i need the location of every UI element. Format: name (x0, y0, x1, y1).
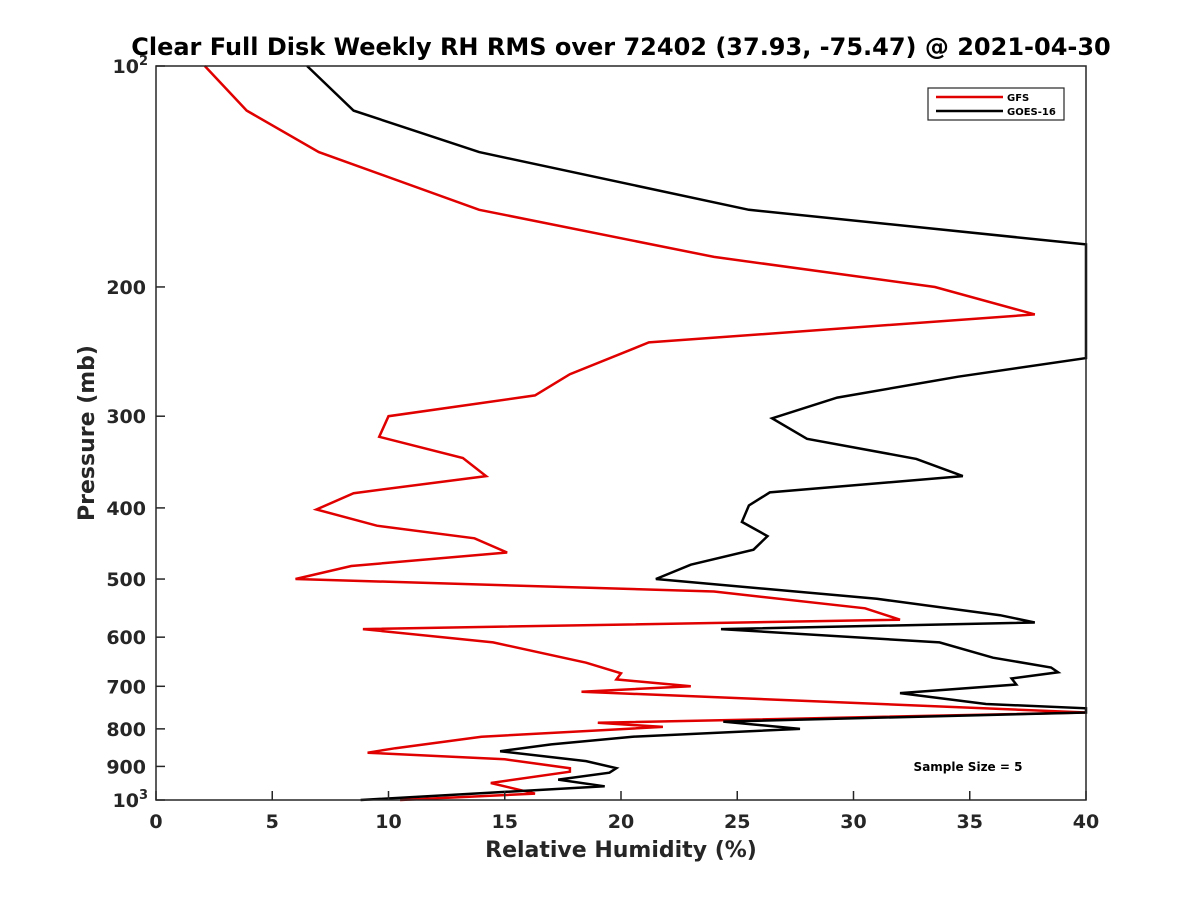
legend-label-goes16: GOES-16 (1007, 107, 1056, 118)
legend: GFS GOES-16 (927, 87, 1065, 121)
y-axis-label: Pressure (mb) (75, 345, 100, 521)
x-tick-label: 10 (375, 811, 401, 833)
y-tick-label: 500 (106, 569, 146, 591)
y-tick-label: 900 (106, 756, 146, 778)
ticks-layer: 0 5 10 15 20 25 30 35 40 102 200 300 400 500 600 700 800… (106, 54, 1099, 833)
y-tick-label: 800 (106, 719, 146, 741)
x-tick-label: 30 (840, 811, 866, 833)
x-tick-label: 25 (724, 811, 750, 833)
x-axis-label: Relative Humidity (%) (485, 838, 757, 863)
series-line-gfs (203, 65, 1087, 802)
y-tick-label: 600 (106, 627, 146, 649)
series-line-goes16 (306, 65, 1088, 802)
chart-title: Clear Full Disk Weekly RH RMS over 72402… (131, 33, 1111, 61)
y-tick-label: 700 (106, 676, 146, 698)
y-tick-label: 200 (106, 277, 146, 299)
sample-size-annotation: Sample Size = 5 (914, 760, 1023, 774)
y-tick-label: 400 (106, 498, 146, 520)
y-tick-label: 102 (113, 54, 149, 78)
legend-label-gfs: GFS (1007, 93, 1029, 104)
x-tick-label: 0 (149, 811, 162, 833)
x-tick-label: 5 (266, 811, 279, 833)
x-tick-label: 35 (957, 811, 983, 833)
x-tick-label: 15 (492, 811, 518, 833)
legend-box (927, 87, 1065, 121)
y-tick-label: 103 (113, 788, 149, 812)
series-layer (203, 65, 1088, 802)
x-tick-label: 40 (1073, 811, 1099, 833)
y-tick-label: 300 (106, 406, 146, 428)
x-tick-label: 20 (608, 811, 634, 833)
